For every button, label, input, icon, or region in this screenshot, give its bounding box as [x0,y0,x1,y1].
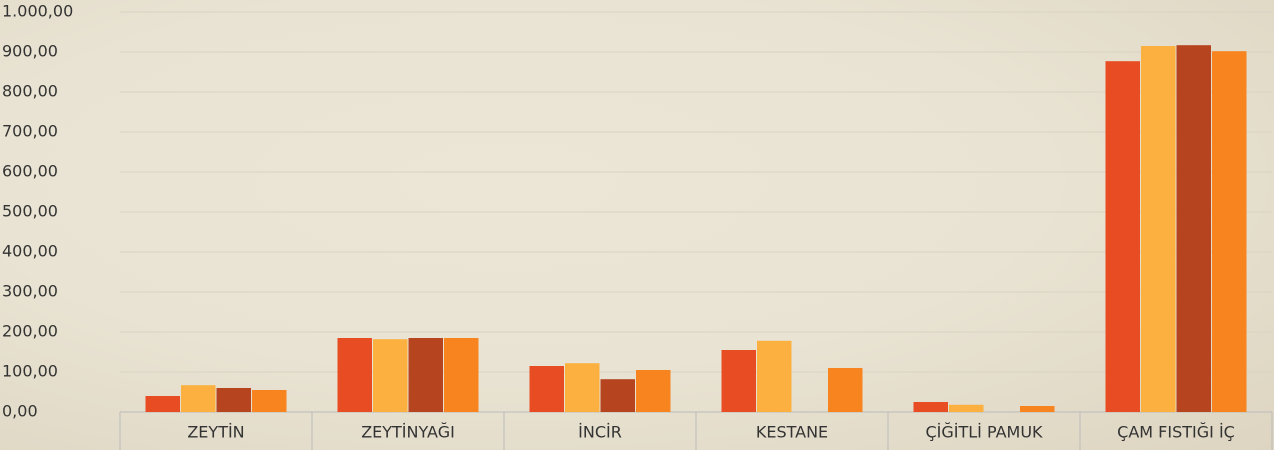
y-tick-label: 300,00 [2,282,58,301]
y-tick-label: 400,00 [2,242,58,261]
bar [601,379,636,412]
y-tick-label: 100,00 [2,362,58,381]
y-tick-label: 700,00 [2,122,58,141]
y-tick-label: 0,00 [2,402,38,421]
bar [373,339,408,412]
bar [409,338,444,412]
bar [914,402,949,412]
bar [1020,406,1055,412]
x-tick-label: ZEYTİNYAĞI [361,423,455,442]
bar [530,366,565,412]
y-tick-label: 500,00 [2,202,58,221]
bar [636,370,671,412]
x-tick-label: KESTANE [756,423,828,442]
bar [949,405,984,412]
bar [444,338,479,412]
bar [565,363,600,412]
bar [1177,45,1212,412]
bar [1212,51,1247,412]
bar [757,341,792,412]
bar [217,388,252,412]
x-tick-label: İNCİR [578,423,622,442]
bar [146,396,181,412]
bar [722,350,757,412]
y-tick-label: 600,00 [2,162,58,181]
x-tick-label: ZEYTİN [187,423,244,442]
bar [1106,61,1141,412]
bar [252,390,287,412]
bar [1141,46,1176,412]
bar [828,368,863,412]
y-tick-label: 900,00 [2,42,58,61]
bar [181,385,216,412]
chart: 0,00 100,00 200,00 300,00 400,00 500,00 600,00… [0,0,1274,450]
bar [338,338,373,412]
x-tick-label: ÇİĞİTLİ PAMUK [925,423,1043,442]
y-tick-label: 800,00 [2,82,58,101]
y-tick-label: 200,00 [2,322,58,341]
x-tick-label: ÇAM FISTIĞI İÇ [1117,423,1235,442]
y-tick-label: 1.000,00 [2,2,73,21]
